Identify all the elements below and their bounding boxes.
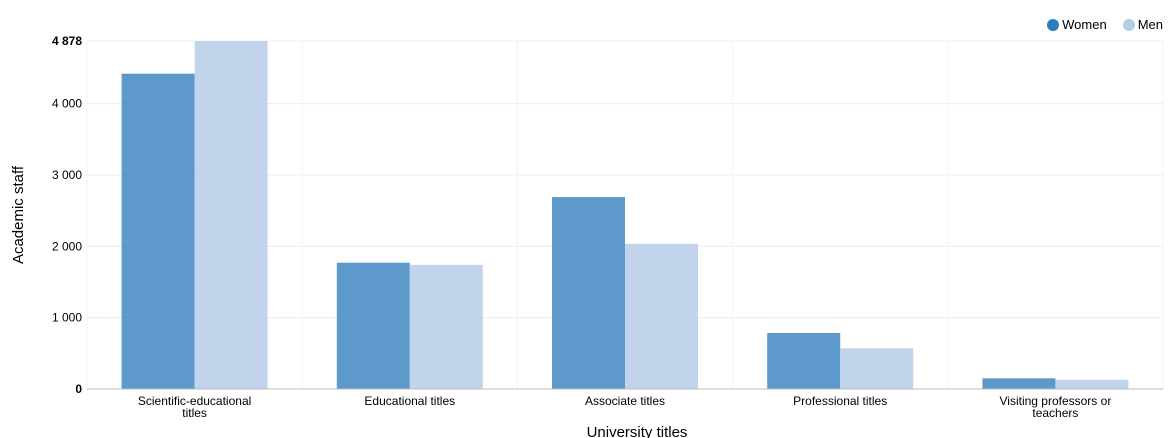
x-tick-label: Associate titles [585, 394, 665, 408]
y-axis-ticks: 0 1 000 2 000 3 000 4 000 4 878 [52, 34, 82, 396]
legend-swatch-women [1047, 18, 1060, 31]
y-tick-label: 1 000 [52, 311, 82, 325]
y-tick-label: 4 878 [52, 34, 82, 48]
y-tick-label: 2 000 [52, 239, 82, 253]
bar-women[interactable] [982, 378, 1056, 389]
x-tick-label: titles [182, 406, 207, 420]
x-tick-label: teachers [1032, 406, 1078, 420]
legend-label-men: Men [1137, 17, 1163, 32]
bar-women[interactable] [552, 197, 625, 389]
bar-men[interactable] [409, 264, 483, 389]
legend: Women Men [1047, 17, 1163, 32]
bar-men[interactable] [194, 41, 268, 389]
y-axis-label: Academic staff [10, 165, 27, 264]
y-tick-label: 0 [75, 382, 82, 396]
y-tick-label: 3 000 [52, 168, 82, 182]
legend-swatch-men [1122, 18, 1135, 31]
x-tick-label: Professional titles [793, 394, 887, 408]
x-tick-label: Educational titles [364, 394, 455, 408]
bar-men[interactable] [1055, 379, 1129, 389]
bars [121, 41, 1129, 390]
x-tick-label: Scientific-educational [138, 394, 251, 408]
legend-item-men[interactable]: Men [1122, 17, 1163, 32]
x-tick-label: Visiting professors or [999, 394, 1111, 408]
bar-men[interactable] [625, 243, 698, 389]
bar-men[interactable] [840, 348, 914, 389]
legend-item-women[interactable]: Women [1047, 17, 1107, 32]
bar-women[interactable] [767, 332, 841, 389]
y-tick-label: 4 000 [52, 97, 82, 111]
x-axis-label: University titles [587, 424, 688, 438]
bar-women[interactable] [121, 73, 195, 390]
bar-women[interactable] [336, 262, 410, 389]
legend-label-women: Women [1062, 17, 1107, 32]
